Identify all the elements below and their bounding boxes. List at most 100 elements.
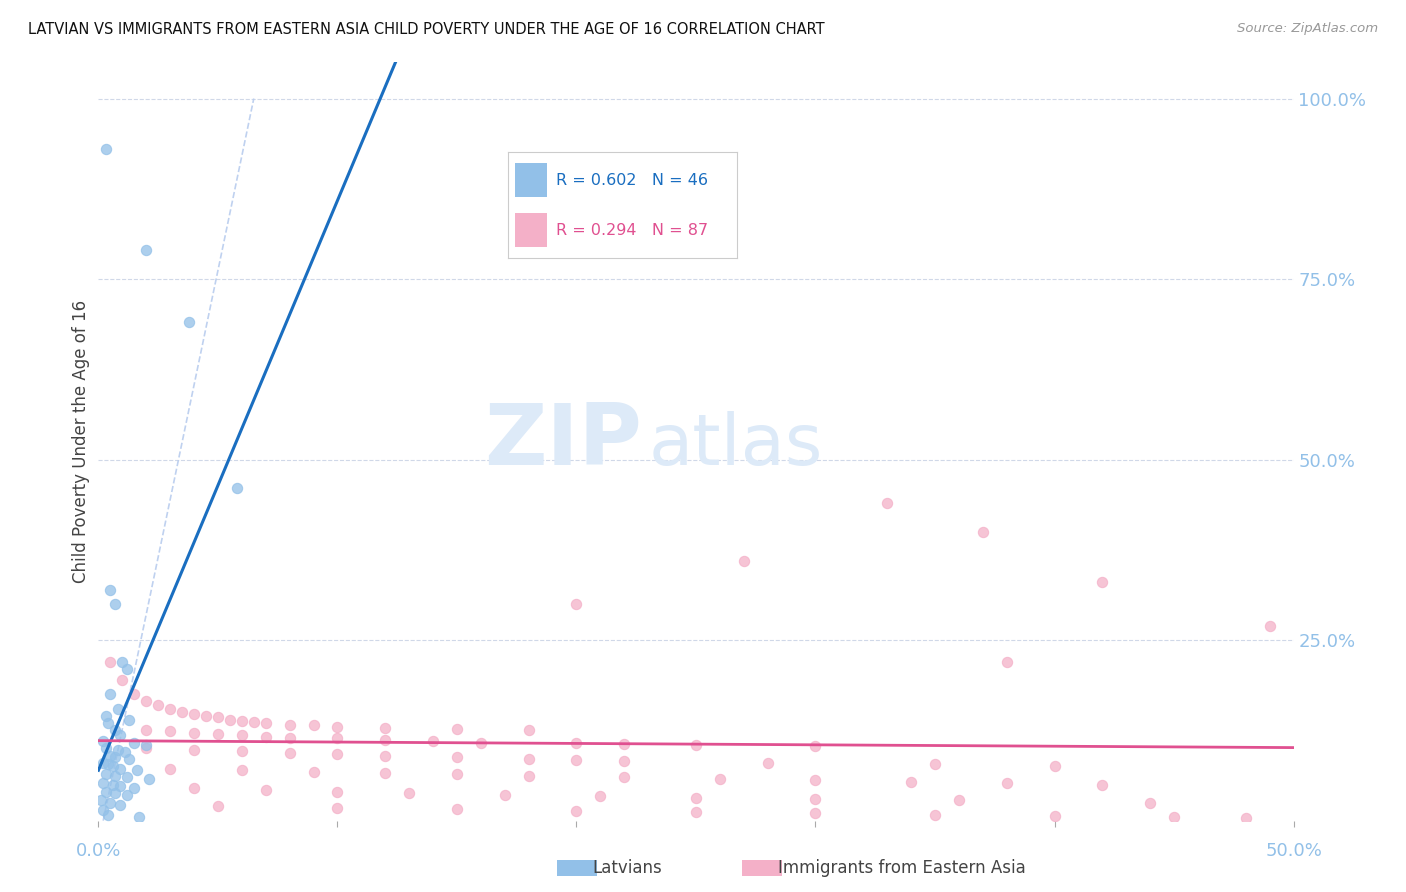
- Point: [98, 796, 122, 810]
- Point: [1258, 618, 1281, 632]
- Point: [231, 763, 253, 777]
- Point: [107, 743, 129, 757]
- Point: [565, 736, 588, 750]
- Point: [114, 745, 136, 759]
- Bar: [515, 163, 547, 197]
- Point: [195, 709, 218, 723]
- Point: [148, 698, 170, 712]
- Point: [118, 752, 141, 766]
- Point: [924, 757, 946, 772]
- Point: [733, 554, 755, 568]
- Point: [104, 769, 127, 783]
- Point: [278, 717, 301, 731]
- Point: [94, 142, 117, 156]
- Point: [685, 790, 707, 805]
- Point: [326, 785, 349, 799]
- Point: [124, 736, 146, 750]
- Point: [972, 524, 994, 539]
- Point: [326, 731, 349, 746]
- Point: [207, 727, 229, 741]
- Point: [90, 793, 112, 807]
- Point: [111, 655, 134, 669]
- Text: ZIP: ZIP: [485, 400, 643, 483]
- Point: [107, 702, 129, 716]
- Point: [115, 789, 138, 803]
- Point: [94, 709, 117, 723]
- Point: [924, 808, 946, 822]
- Point: [115, 662, 138, 676]
- Point: [254, 730, 277, 744]
- Text: R = 0.294   N = 87: R = 0.294 N = 87: [557, 223, 709, 238]
- Point: [94, 741, 117, 756]
- Point: [97, 757, 120, 772]
- Point: [995, 655, 1018, 669]
- Point: [231, 744, 253, 758]
- Point: [108, 762, 131, 776]
- Point: [709, 772, 731, 786]
- Point: [97, 808, 120, 822]
- Point: [804, 739, 827, 753]
- Point: [302, 718, 325, 732]
- Point: [243, 715, 266, 730]
- Point: [446, 802, 468, 816]
- Point: [446, 767, 468, 781]
- Point: [98, 655, 122, 669]
- Point: [326, 720, 349, 734]
- Point: [98, 687, 122, 701]
- Text: 0.0%: 0.0%: [76, 842, 121, 860]
- Point: [94, 766, 117, 780]
- Point: [948, 793, 970, 807]
- Point: [254, 783, 277, 797]
- Point: [613, 737, 636, 751]
- Point: [446, 722, 468, 736]
- Bar: [515, 213, 547, 247]
- Point: [565, 597, 588, 611]
- Point: [995, 776, 1018, 790]
- Y-axis label: Child Poverty Under the Age of 16: Child Poverty Under the Age of 16: [72, 300, 90, 583]
- Point: [207, 799, 229, 814]
- Point: [124, 687, 146, 701]
- Point: [517, 723, 540, 737]
- Point: [1234, 811, 1257, 825]
- Point: [98, 748, 122, 763]
- Point: [1043, 809, 1066, 823]
- Point: [565, 753, 588, 767]
- Point: [685, 805, 707, 819]
- Point: [326, 800, 349, 814]
- Point: [94, 785, 117, 799]
- Point: [159, 762, 181, 776]
- Point: [118, 713, 141, 727]
- Point: [517, 751, 540, 765]
- Point: [135, 741, 157, 756]
- Point: [135, 694, 157, 708]
- Text: Immigrants from Eastern Asia: Immigrants from Eastern Asia: [778, 859, 1025, 877]
- Point: [278, 731, 301, 745]
- Point: [104, 597, 127, 611]
- Point: [1139, 796, 1161, 810]
- Point: [589, 789, 612, 803]
- Point: [104, 750, 127, 764]
- Point: [398, 786, 420, 800]
- Point: [226, 482, 249, 496]
- Point: [91, 756, 114, 770]
- Point: [219, 713, 242, 727]
- Point: [115, 770, 138, 784]
- Point: [422, 734, 444, 748]
- Text: 50.0%: 50.0%: [1265, 842, 1322, 860]
- Point: [302, 764, 325, 779]
- Point: [138, 772, 160, 786]
- Point: [1163, 810, 1185, 824]
- Point: [804, 792, 827, 806]
- Text: R = 0.602   N = 46: R = 0.602 N = 46: [557, 173, 709, 188]
- Point: [756, 756, 779, 770]
- Point: [98, 582, 122, 597]
- Point: [135, 243, 157, 257]
- Point: [565, 804, 588, 818]
- Point: [374, 732, 396, 747]
- Point: [374, 721, 396, 735]
- Point: [900, 774, 922, 789]
- Point: [613, 755, 636, 769]
- Point: [135, 723, 157, 738]
- Point: [172, 706, 194, 720]
- Point: [104, 786, 127, 800]
